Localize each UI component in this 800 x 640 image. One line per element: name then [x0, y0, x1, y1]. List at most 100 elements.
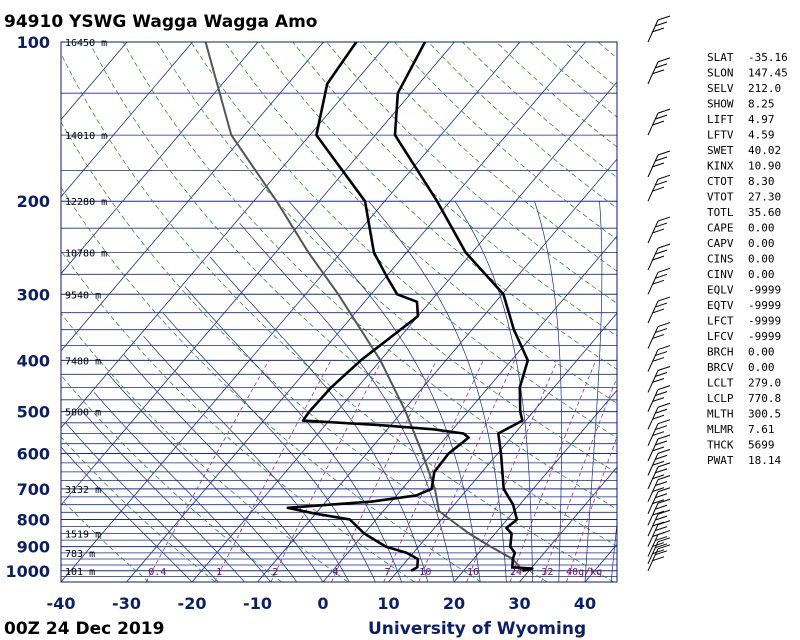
mixing-ratio-label: 10: [419, 567, 431, 578]
wind-barb-feather: [651, 377, 665, 383]
pressure-tick-label: 100: [17, 33, 50, 52]
wind-barb: [647, 537, 671, 565]
index-value: 27.30: [748, 191, 781, 204]
wind-barb-feather: [654, 504, 668, 510]
isotherm-line: [519, 466, 617, 582]
moist-adiabat-line: [454, 201, 533, 582]
profile-lines: [204, 42, 534, 573]
wind-barb-staff: [647, 61, 659, 85]
index-value: -9999: [748, 284, 781, 297]
wind-barb-feather: [651, 308, 665, 314]
index-value: 770.8: [748, 392, 781, 405]
index-value: -35.16: [748, 51, 788, 64]
index-value: -9999: [748, 299, 781, 312]
wind-barb-feather: [657, 345, 671, 351]
wind-barb: [647, 385, 671, 412]
wind-barb-feather: [651, 120, 665, 126]
wind-barb-feather: [657, 509, 671, 515]
mixing-ratio-line: [418, 360, 515, 582]
isotherm-line: [257, 158, 617, 582]
wind-barb-feather: [651, 255, 665, 261]
wind-barb-feather: [654, 526, 668, 532]
wind-barb-feather: [654, 454, 668, 460]
isotherm-line: [61, 42, 193, 198]
wind-barb-feather: [654, 468, 668, 474]
mixing-ratio-label: 4: [333, 567, 339, 578]
wind-barb-feather: [654, 515, 668, 521]
wind-barb-staff: [647, 513, 659, 537]
mixing-ratio-label: 1: [216, 567, 222, 578]
index-label: MLTH: [707, 408, 734, 421]
index-label: VTOT: [707, 191, 734, 204]
moist-adiabat-line: [288, 200, 481, 582]
moist-adiabat-line: [80, 409, 245, 582]
isotherm-line: [191, 81, 617, 582]
footer-date: 00Z 24 Dec 2019: [4, 619, 164, 639]
index-label: LCLP: [707, 392, 734, 405]
temperature-tick-label: -30: [112, 594, 141, 613]
wind-barb-feather: [651, 549, 665, 555]
wind-barb-feather: [657, 267, 671, 273]
index-value: 18.14: [748, 454, 781, 467]
wind-barb-staff: [647, 541, 659, 565]
stability-index-table: SLAT -35.16 SLON 147.45 SELV 212.0 SHOW 8.25 LIF…: [707, 51, 788, 467]
wind-barb: [647, 487, 671, 514]
wind-barb-staff: [647, 389, 659, 412]
index-value: -9999: [748, 330, 781, 343]
index-value: 0.00: [748, 222, 775, 235]
wind-barb-feather: [654, 440, 668, 446]
wind-barb: [647, 322, 671, 349]
wind-barb-feather: [651, 334, 665, 340]
in-plot-labels: 16450 m 14010 m 12280 m 10780 m 9540 m 7480 m…: [65, 38, 602, 578]
wind-barb-feather: [651, 460, 665, 466]
index-label: LFCT: [707, 315, 734, 328]
wind-barb-staff: [647, 466, 659, 490]
wind-barb-feather: [654, 351, 668, 357]
index-value: 8.25: [748, 98, 775, 111]
wind-barb-staff: [647, 491, 659, 514]
moist-adiabat-line: [209, 256, 429, 582]
wind-barb: [647, 462, 671, 490]
pressure-tick-label: 300: [17, 285, 50, 304]
index-value: 8.30: [748, 175, 775, 188]
moist-adiabat-line: [368, 200, 507, 582]
index-label: LIFT: [707, 113, 734, 126]
wind-barb: [647, 150, 671, 178]
index-label: CINV: [707, 268, 734, 281]
moist-adiabat-line: [93, 392, 271, 582]
wind-barb: [647, 57, 671, 85]
temperature-tick-label: 0: [317, 594, 328, 613]
height-label: 3132 m: [65, 485, 101, 496]
wind-barb-feather: [657, 520, 671, 526]
index-value: 40.02: [748, 144, 781, 157]
index-label: LCLT: [707, 377, 734, 390]
height-label: 101 m: [65, 567, 95, 578]
wind-barb-staff: [647, 479, 659, 502]
moist-adiabat-line: [143, 335, 350, 582]
wind-barb: [647, 216, 671, 244]
index-value: -9999: [748, 315, 781, 328]
wind-barb-feather: [654, 425, 668, 431]
wind-barb-feather: [651, 510, 665, 516]
wind-barb: [647, 267, 671, 295]
height-label: 5800 m: [65, 408, 101, 419]
mixing-ratio-label: 2: [272, 567, 278, 578]
wind-barb-staff: [647, 548, 659, 572]
moist-adiabat-line: [61, 446, 193, 582]
temperature-tick-label: -20: [178, 594, 207, 613]
wind-barb-feather: [651, 414, 665, 420]
dry-adiabat-line: [61, 374, 282, 582]
parcel-path-line: [204, 42, 524, 572]
index-value: 147.45: [748, 67, 788, 80]
wind-barb: [647, 174, 671, 202]
wind-barb-feather: [657, 15, 671, 21]
temperature-line: [393, 42, 534, 573]
isotherm-line: [388, 312, 617, 582]
index-value: 4.59: [748, 129, 775, 142]
wind-barb-feather: [657, 108, 671, 114]
wind-barb-feather: [657, 434, 671, 440]
wind-barb-feather: [657, 475, 671, 481]
dry-adiabat-line: [360, 42, 617, 272]
index-value: 0.00: [748, 237, 775, 250]
